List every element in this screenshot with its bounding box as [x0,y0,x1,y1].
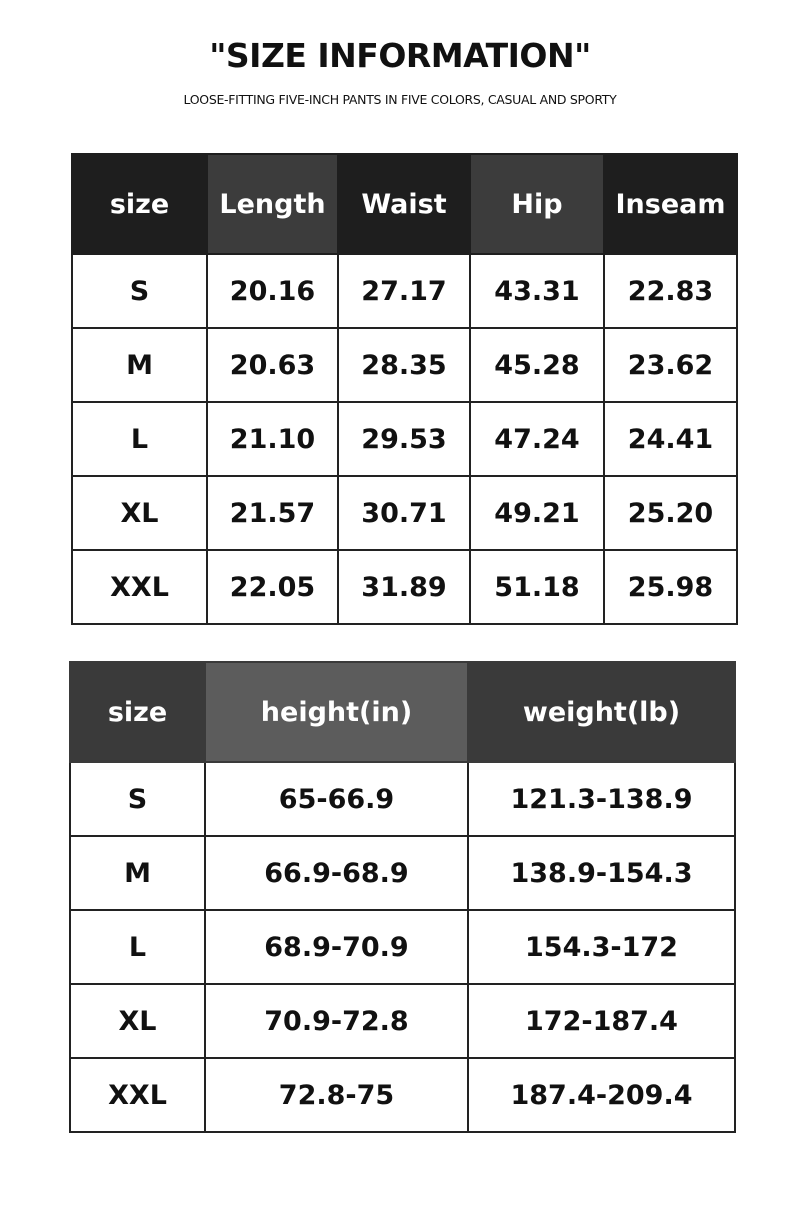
table-row: XXL 72.8-75 187.4-209.4 [69,1057,736,1133]
table-cell: 29.53 [337,401,471,477]
table-cell: 22.83 [603,253,738,329]
table-cell: 27.17 [337,253,471,329]
size-measurement-table: size Length Waist Hip Inseam S 20.16 27.17 43.3… [71,153,738,625]
table-cell: 70.9-72.8 [204,983,469,1059]
column-header-height-in: height(in) [204,661,469,763]
table-cell: 30.71 [337,475,471,551]
table-cell: 68.9-70.9 [204,909,469,985]
table-cell: 23.62 [603,327,738,403]
table-cell: 22.05 [206,549,339,625]
column-header-size: size [71,153,208,255]
table-cell: 28.35 [337,327,471,403]
table-cell: S [71,253,208,329]
table-cell: S [69,761,206,837]
table-cell: 172-187.4 [467,983,736,1059]
table-cell: 21.10 [206,401,339,477]
table-cell: 45.28 [469,327,605,403]
table-cell: 121.3-138.9 [467,761,736,837]
column-header-waist: Waist [337,153,471,255]
table-row: L 68.9-70.9 154.3-172 [69,909,736,985]
table-cell: 66.9-68.9 [204,835,469,911]
table-cell: 65-66.9 [204,761,469,837]
table-header-row: size height(in) weight(lb) [69,661,736,763]
table-row: S 65-66.9 121.3-138.9 [69,761,736,837]
table-cell: XXL [69,1057,206,1133]
table-cell: 51.18 [469,549,605,625]
table-cell: 20.63 [206,327,339,403]
table-cell: 21.57 [206,475,339,551]
table-cell: 47.24 [469,401,605,477]
table-cell: XL [71,475,208,551]
table-cell: 154.3-172 [467,909,736,985]
table-cell: 20.16 [206,253,339,329]
table-row: M 66.9-68.9 138.9-154.3 [69,835,736,911]
table-cell: 31.89 [337,549,471,625]
table-row: XXL 22.05 31.89 51.18 25.98 [71,549,738,625]
table-cell: 49.21 [469,475,605,551]
table-row: L 21.10 29.53 47.24 24.41 [71,401,738,477]
table-header-row: size Length Waist Hip Inseam [71,153,738,255]
table-row: XL 21.57 30.71 49.21 25.20 [71,475,738,551]
size-fit-table: size height(in) weight(lb) S 65-66.9 121.3-1… [69,661,736,1133]
table-row: S 20.16 27.17 43.31 22.83 [71,253,738,329]
table-cell: L [69,909,206,985]
table-row: XL 70.9-72.8 172-187.4 [69,983,736,1059]
table-cell: M [71,327,208,403]
column-header-inseam: Inseam [603,153,738,255]
table-cell: M [69,835,206,911]
column-header-hip: Hip [469,153,605,255]
page-title: "SIZE INFORMATION" [209,36,591,75]
table-cell: L [71,401,208,477]
column-header-size: size [69,661,206,763]
table-cell: 24.41 [603,401,738,477]
table-cell: 43.31 [469,253,605,329]
table-cell: 25.20 [603,475,738,551]
table-cell: 187.4-209.4 [467,1057,736,1133]
table-cell: XXL [71,549,208,625]
column-header-weight-lb: weight(lb) [467,661,736,763]
table-row: M 20.63 28.35 45.28 23.62 [71,327,738,403]
column-header-length: Length [206,153,339,255]
table-cell: 138.9-154.3 [467,835,736,911]
table-cell: XL [69,983,206,1059]
table-cell: 25.98 [603,549,738,625]
table-cell: 72.8-75 [204,1057,469,1133]
page-subtitle: LOOSE-FITTING FIVE-INCH PANTS IN FIVE CO… [183,92,617,107]
